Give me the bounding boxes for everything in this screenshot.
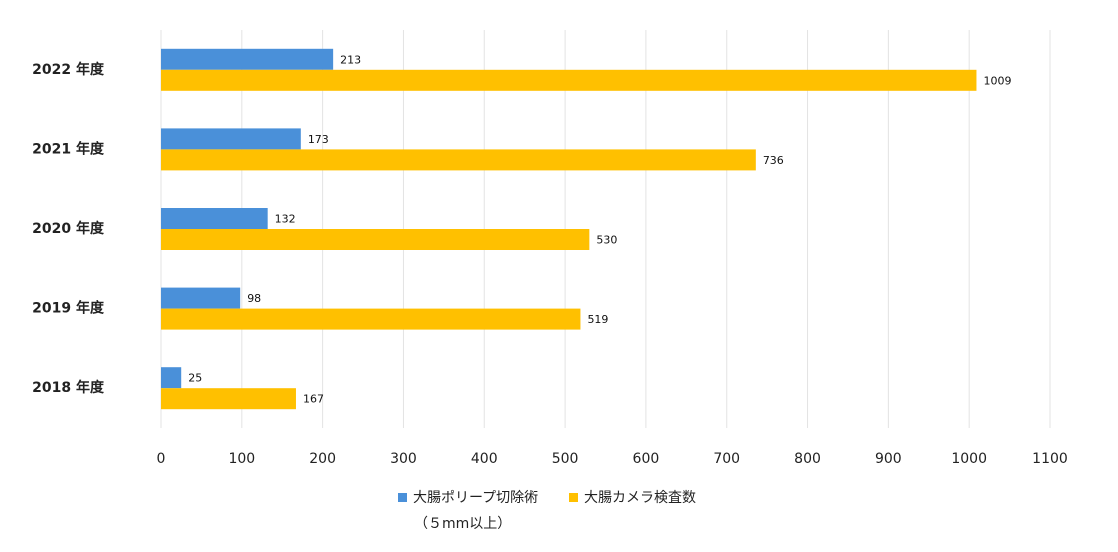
category-label-1: 2021 年度: [32, 140, 105, 157]
bar-colonoscopy-4: [161, 388, 296, 410]
data-label-polypectomy-3: 98: [247, 292, 261, 305]
data-label-polypectomy-2: 132: [275, 213, 296, 226]
category-labels: 2022 年度 2021 年度 2020 年度 2019 年度 2018 年度: [32, 61, 105, 396]
category-label-3: 2019 年度: [32, 300, 105, 317]
category-label-4: 2018 年度: [32, 379, 105, 396]
bar-polypectomy-2: [161, 208, 268, 229]
x-tick-label-200: 200: [309, 451, 336, 467]
x-tick-label-1000: 1000: [951, 451, 987, 467]
x-tick-label-0: 0: [157, 451, 166, 467]
bar-colonoscopy-0: [161, 69, 977, 91]
x-tick-label-600: 600: [633, 451, 660, 467]
bar-colonoscopy-3: [161, 308, 581, 330]
x-tick-label-1100: 1100: [1032, 451, 1068, 467]
data-label-colonoscopy-0: 1009: [983, 74, 1011, 87]
legend-label-colonoscopy: 大腸カメラ検査数: [584, 490, 696, 506]
bar-polypectomy-3: [161, 287, 241, 309]
bar-polypectomy-1: [161, 128, 301, 150]
data-label-polypectomy-1: 173: [308, 133, 329, 146]
category-label-0: 2022 年度: [32, 61, 105, 78]
data-label-colonoscopy-4: 167: [303, 393, 324, 406]
data-label-polypectomy-4: 25: [188, 372, 202, 385]
bar-polypectomy-0: [161, 48, 334, 70]
data-label-colonoscopy-2: 530: [596, 234, 617, 247]
bar-polypectomy-4: [161, 367, 182, 389]
x-tick-label-900: 900: [875, 451, 902, 467]
bar-colonoscopy-1: [161, 149, 756, 171]
data-label-colonoscopy-1: 736: [763, 154, 784, 167]
legend-item-polypectomy: 大腸ポリープ切除術: [398, 487, 538, 507]
legend-swatch-polypectomy: [398, 492, 407, 502]
legend-item-colonoscopy: 大腸カメラ検査数: [569, 487, 696, 507]
x-tick-label-800: 800: [794, 451, 821, 467]
x-tick-label-400: 400: [471, 451, 498, 467]
bar-colonoscopy-2: [161, 229, 590, 250]
x-tick-label-100: 100: [228, 451, 255, 467]
data-label-polypectomy-0: 213: [340, 53, 361, 66]
x-tick-labels: 0 100 200 300 400 500 600 700 800 900 1000 1100: [157, 451, 1068, 467]
bars: [161, 48, 977, 410]
x-tick-label-500: 500: [552, 451, 579, 467]
data-labels: 213 1009 173 736 132 530 98 519 25 167: [188, 53, 1011, 405]
legend-label-polypectomy: 大腸ポリープ切除術: [413, 490, 539, 506]
x-tick-label-300: 300: [390, 451, 417, 467]
category-label-2: 2020 年度: [32, 220, 105, 237]
x-tick-label-700: 700: [713, 451, 740, 467]
legend-swatch-colonoscopy: [569, 492, 578, 502]
data-label-colonoscopy-3: 519: [587, 313, 608, 326]
legend-label-polypectomy-sub: （５mm以上）: [414, 516, 512, 532]
